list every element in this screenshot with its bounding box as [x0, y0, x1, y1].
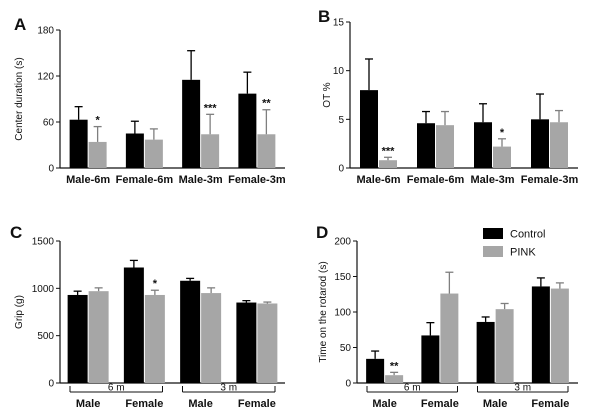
significance-marker-a: **	[262, 98, 271, 110]
y-tick-label-d: 0	[345, 379, 351, 390]
category-label-a: Male-6m	[66, 174, 110, 186]
significance-marker-d: **	[390, 360, 399, 372]
group-label-c: 6 m	[108, 383, 125, 394]
category-label-a: Female-3m	[228, 174, 286, 186]
bar-d-3-pink	[550, 288, 569, 383]
panel-letter-b: B	[318, 7, 330, 26]
bar-d-0-pink	[385, 375, 404, 383]
y-tick-label-c: 0	[48, 379, 54, 390]
y-axis-label-c: Grip (g)	[14, 295, 25, 329]
y-tick-label-a: 60	[43, 118, 55, 129]
y-tick-label-b: 10	[333, 66, 345, 77]
bar-b-2-control	[474, 122, 492, 168]
category-label-b: Male-3m	[470, 174, 514, 186]
bar-c-2-pink	[201, 293, 222, 383]
bar-b-1-control	[417, 123, 435, 168]
y-tick-label-a: 0	[48, 164, 54, 175]
bar-a-3-pink	[257, 134, 276, 168]
category-label-c: Female	[125, 398, 163, 410]
group-label-c: 3 m	[220, 383, 237, 394]
bar-a-0-control	[69, 119, 88, 168]
category-label-b: Female-6m	[407, 174, 465, 186]
bar-c-0-control	[67, 294, 88, 383]
category-label-d: Male	[372, 398, 396, 410]
bar-d-2-pink	[495, 309, 514, 383]
bar-a-2-control	[182, 79, 201, 168]
y-tick-label-c: 500	[37, 331, 54, 342]
bar-c-1-control	[123, 267, 144, 383]
bar-d-3-control	[531, 286, 550, 383]
category-label-a: Male-3m	[179, 174, 223, 186]
y-tick-label-c: 1000	[32, 284, 55, 295]
bar-b-3-pink	[550, 122, 568, 168]
significance-marker-c: *	[153, 278, 158, 290]
bar-b-2-pink	[493, 146, 511, 168]
significance-marker-b: *	[500, 127, 505, 139]
panel-letter-a: A	[14, 15, 26, 34]
bar-b-0-pink	[379, 160, 397, 168]
bar-b-3-control	[531, 119, 549, 168]
bar-a-1-pink	[144, 139, 163, 168]
bar-d-1-pink	[440, 293, 459, 383]
y-tick-label-b: 5	[338, 115, 344, 126]
category-label-a: Female-6m	[116, 174, 174, 186]
bar-d-1-control	[421, 335, 440, 383]
group-label-d: 3 m	[514, 383, 531, 394]
category-label-c: Male	[76, 398, 100, 410]
y-axis-label-a: Center duration (s)	[14, 57, 25, 140]
y-tick-label-b: 15	[333, 18, 345, 29]
significance-marker-a: *	[95, 115, 100, 127]
category-label-b: Female-3m	[521, 174, 579, 186]
category-label-c: Female	[238, 398, 276, 410]
y-axis-label-b: OT %	[322, 82, 333, 107]
bar-c-1-pink	[144, 294, 165, 383]
category-label-d: Female	[421, 398, 459, 410]
panel-letter-d: D	[316, 223, 328, 242]
bar-c-3-pink	[257, 303, 278, 383]
bar-c-2-control	[180, 280, 201, 383]
bar-d-0-control	[366, 358, 385, 383]
category-label-c: Male	[188, 398, 212, 410]
bar-a-3-control	[238, 93, 257, 168]
bar-a-0-pink	[88, 141, 107, 168]
legend-label-pink: PINK	[510, 247, 536, 259]
legend-swatch-pink	[483, 246, 503, 257]
bar-c-3-control	[236, 302, 257, 383]
category-label-d: Female	[531, 398, 569, 410]
significance-marker-b: ***	[382, 145, 396, 157]
bar-a-2-pink	[201, 134, 220, 168]
significance-marker-a: ***	[204, 102, 218, 114]
bar-d-2-control	[476, 321, 495, 383]
bar-c-0-pink	[88, 291, 109, 383]
y-tick-label-d: 50	[340, 343, 352, 354]
y-tick-label-a: 180	[37, 26, 54, 37]
panel-letter-c: C	[10, 223, 22, 242]
bar-b-0-control	[360, 90, 378, 168]
y-tick-label-c: 1500	[32, 237, 55, 248]
category-label-b: Male-6m	[356, 174, 400, 186]
y-axis-label-d: Time on the rotarod (s)	[318, 261, 329, 362]
bar-b-1-pink	[436, 125, 454, 168]
y-tick-label-a: 120	[37, 72, 54, 83]
y-tick-label-d: 100	[334, 308, 351, 319]
bar-a-1-control	[125, 133, 144, 168]
group-label-d: 6 m	[404, 383, 421, 394]
y-tick-label-d: 200	[334, 237, 351, 248]
category-label-d: Male	[483, 398, 507, 410]
legend-label-control: Control	[510, 229, 545, 241]
y-tick-label-b: 0	[338, 164, 344, 175]
legend-swatch-control	[483, 228, 503, 239]
y-tick-label-d: 150	[334, 272, 351, 283]
